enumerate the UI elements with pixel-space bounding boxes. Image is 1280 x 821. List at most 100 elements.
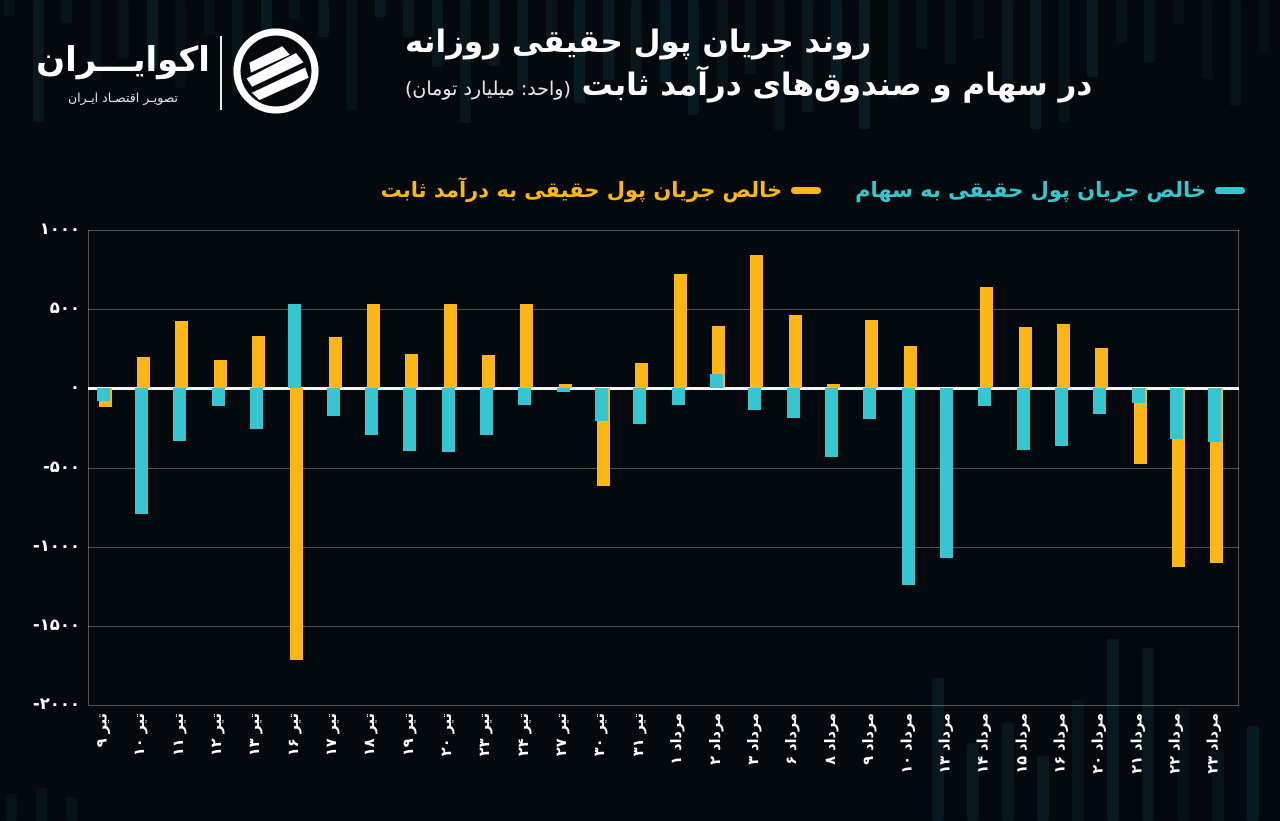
background-decor-bar	[317, 0, 329, 37]
stocks-bar	[1170, 388, 1184, 439]
stocks-bar	[824, 388, 838, 458]
stocks-bar	[211, 388, 225, 406]
x-axis-label: مرداد ۲۲	[1167, 713, 1184, 774]
fixed-income-bar	[750, 254, 764, 389]
x-axis-label: مرداد ۲۳	[1205, 713, 1222, 774]
y-axis-tick: -۱۵۰۰	[32, 614, 80, 634]
y-axis-tick: ۰	[69, 377, 80, 397]
title-unit: (واحد: میلیارد تومان)	[405, 77, 571, 100]
fixed-income-bar	[251, 336, 265, 389]
background-decor-bar	[1172, 0, 1184, 24]
fixed-income-bar	[788, 314, 802, 389]
fixed-income-bar	[635, 363, 649, 389]
stocks-bar	[96, 388, 110, 401]
background-decor-bar	[32, 0, 44, 122]
stocks-bar	[901, 388, 915, 585]
x-axis-label: مرداد ۱۵	[1014, 713, 1031, 774]
stocks-bar	[594, 388, 608, 421]
fixed-income-bar	[481, 355, 495, 389]
y-axis-tick: ۱۰۰۰	[39, 219, 80, 238]
x-axis-label: تیر ۳۱	[630, 713, 647, 757]
logo-divider	[220, 36, 222, 110]
x-axis-label: تیر ۱۳	[247, 713, 264, 757]
background-decor-bar	[232, 0, 243, 94]
fixed-income-bar	[443, 304, 457, 389]
stocks-bar	[1016, 388, 1030, 451]
plot-area	[88, 230, 1239, 706]
background-decor-bar	[460, 0, 471, 123]
x-axis-label: تیر ۱۰	[132, 713, 149, 757]
background-decor-bar	[1201, 0, 1212, 79]
background-decor-bar	[1142, 647, 1154, 821]
background-decor-bar	[1087, 0, 1098, 77]
legend-item-stocks: خالص جریان پول حقیقی به سهام	[855, 178, 1245, 202]
fixed-income-bar	[865, 320, 879, 389]
background-decor-bar	[745, 0, 756, 75]
background-decor-bar	[830, 0, 842, 83]
title-line1: روند جریان پول حقیقی روزانه	[405, 24, 872, 60]
background-decor-bar	[36, 787, 47, 821]
fixed-income-bar	[1018, 326, 1032, 389]
fixed-income-bar	[520, 304, 534, 389]
stocks-bar	[863, 388, 877, 420]
x-axis-label: تیر ۹	[94, 713, 110, 748]
background-decor-bar	[374, 0, 386, 17]
page-title: روند جریان پول حقیقی روزانه در سهام و صن…	[405, 22, 1245, 107]
background-decor-bar	[488, 0, 500, 66]
stocks-bar	[134, 388, 148, 515]
background-decor-bar	[1177, 706, 1189, 821]
fixed-income-bar	[980, 287, 994, 389]
stocks-bar	[633, 388, 647, 424]
x-axis-label: تیر ۱۹	[400, 713, 417, 757]
x-axis-label: تیر ۲۷	[554, 713, 571, 757]
x-axis-label: مرداد ۲۰	[1090, 713, 1107, 774]
fixed-income-bar	[826, 383, 840, 389]
background-decor-bar	[967, 743, 979, 821]
background-decor-bar	[944, 0, 956, 65]
background-decor-bar	[431, 0, 443, 67]
background-decor-bar	[203, 0, 215, 36]
y-axis-tick: ۵۰۰	[49, 298, 80, 318]
background-decor-bar	[1212, 751, 1224, 821]
x-axis-label: مرداد ۱۶	[1052, 713, 1069, 774]
x-axis-label: مرداد ۳	[745, 713, 762, 765]
background-decor-bar	[118, 0, 129, 59]
background-decor-bar	[659, 0, 671, 83]
fixed-income-bar	[405, 354, 419, 389]
background-decor-bar	[146, 0, 158, 69]
x-axis-label: تیر ۱۷	[324, 713, 341, 757]
gridline	[88, 546, 1239, 548]
background-decor-bar	[517, 0, 528, 91]
x-axis-label: مرداد ۱۴	[975, 713, 992, 774]
background-decor-bar	[1107, 638, 1119, 821]
legend-stocks-label: خالص جریان پول حقیقی به سهام	[855, 178, 1206, 202]
fixed-income-bar	[558, 384, 572, 389]
x-axis-label: تیر ۱۶	[285, 713, 302, 757]
x-axis-label: تیر ۱۸	[362, 713, 379, 757]
stocks-bar	[939, 388, 953, 558]
background-decor-bar	[1258, 0, 1269, 52]
background-decor-bar	[716, 0, 728, 93]
fixed-income-bar	[328, 336, 342, 389]
stocks-bar	[1131, 388, 1145, 404]
stocks-bar	[326, 388, 340, 417]
fixed-income-bar	[711, 325, 725, 389]
fixed-income-bar	[175, 321, 189, 389]
background-decor-bar	[631, 0, 642, 92]
background-decor-bar	[773, 0, 785, 131]
background-decor-bar	[1229, 0, 1241, 107]
x-axis-label: تیر ۱۲	[209, 713, 226, 757]
background-decor-bar	[932, 677, 944, 821]
background-decor-bar	[1037, 755, 1049, 821]
x-axis-label: مرداد ۲	[707, 713, 724, 765]
stocks-bar	[748, 388, 762, 410]
background-decor-bar	[916, 0, 927, 49]
background-decor-bar	[1030, 0, 1041, 129]
background-decor-bar	[346, 0, 357, 111]
background-decor-bar	[1001, 0, 1013, 83]
gridline	[88, 705, 1239, 706]
stocks-bar	[403, 388, 417, 451]
background-decor-bar	[545, 0, 557, 54]
fixed-income-bar	[1133, 388, 1147, 465]
background-decor-bar	[859, 0, 870, 130]
